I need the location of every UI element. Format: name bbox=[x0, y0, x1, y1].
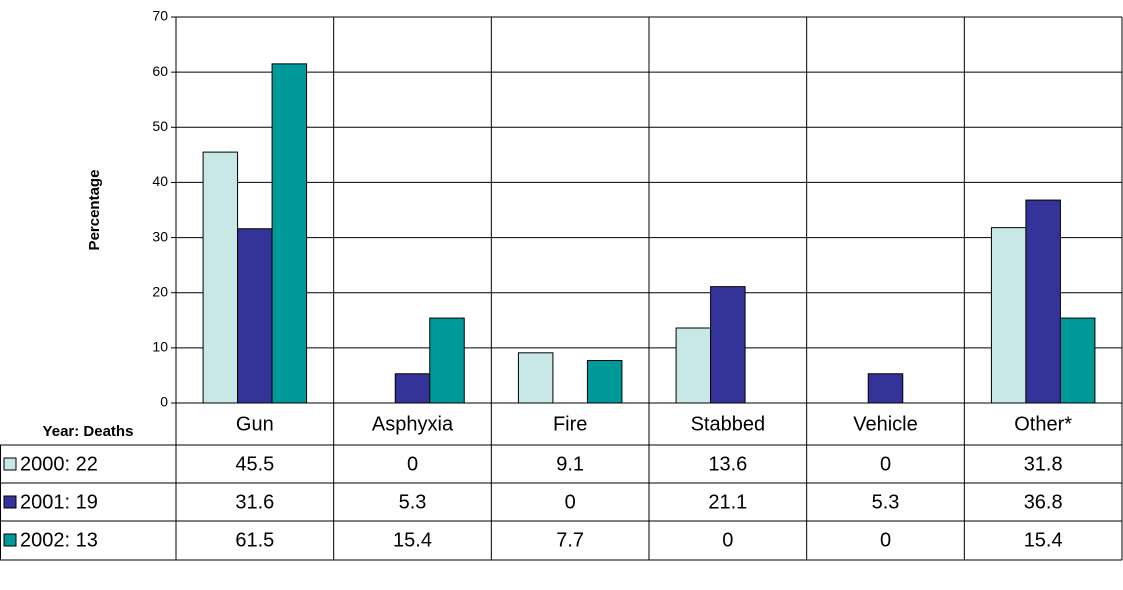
table-cell: 5.3 bbox=[399, 491, 427, 513]
legend-swatch bbox=[3, 457, 17, 471]
bar bbox=[202, 151, 239, 404]
table-cell: 0 bbox=[565, 491, 576, 513]
legend-swatch bbox=[3, 495, 17, 509]
table-cell: 31.6 bbox=[235, 491, 274, 513]
table-cell: 9.1 bbox=[556, 453, 584, 475]
bar bbox=[710, 286, 746, 404]
y-tick-label: 20 bbox=[152, 283, 168, 299]
y-tick-label: 50 bbox=[152, 118, 168, 134]
bar bbox=[1059, 317, 1096, 404]
table-cell: 45.5 bbox=[235, 453, 274, 475]
y-tick-label: 30 bbox=[152, 228, 168, 244]
y-tick-label: 40 bbox=[152, 173, 168, 189]
y-tick-label: 60 bbox=[152, 63, 168, 79]
x-tick-label: Gun bbox=[236, 413, 274, 435]
x-tick-label: Other* bbox=[1014, 413, 1072, 435]
table-header: Year: Deaths bbox=[43, 423, 134, 440]
table-cell: 36.8 bbox=[1024, 491, 1063, 513]
bar bbox=[990, 227, 1027, 404]
y-tick-label: 0 bbox=[160, 394, 168, 410]
x-tick-label: Stabbed bbox=[691, 413, 766, 435]
y-tick-label: 10 bbox=[152, 339, 168, 355]
x-tick-label: Asphyxia bbox=[372, 413, 454, 435]
x-tick-label: Fire bbox=[553, 413, 587, 435]
legend-label: 2000: 22 bbox=[20, 453, 98, 475]
bar bbox=[1025, 199, 1061, 404]
table-cell: 5.3 bbox=[872, 491, 900, 513]
table-cell: 31.8 bbox=[1024, 453, 1063, 475]
legend-swatch bbox=[3, 533, 17, 547]
table-cell: 61.5 bbox=[235, 529, 274, 551]
bar bbox=[394, 373, 431, 404]
table-cell: 0 bbox=[880, 529, 891, 551]
y-tick-label: 70 bbox=[152, 8, 168, 24]
x-tick-label: Vehicle bbox=[853, 413, 918, 435]
table-cell: 0 bbox=[880, 453, 891, 475]
bar bbox=[867, 373, 904, 404]
bar bbox=[517, 352, 554, 404]
table-cell: 0 bbox=[407, 453, 418, 475]
table-cell: 7.7 bbox=[556, 529, 584, 551]
table-cell: 15.4 bbox=[1024, 529, 1063, 551]
bar bbox=[271, 63, 308, 404]
legend-label: 2001: 19 bbox=[20, 491, 98, 513]
table-cell: 0 bbox=[722, 529, 733, 551]
bar bbox=[237, 228, 273, 404]
table-cell: 15.4 bbox=[393, 529, 432, 551]
table-cell: 21.1 bbox=[708, 491, 747, 513]
bar bbox=[586, 360, 623, 404]
legend-label: 2002: 13 bbox=[20, 529, 98, 551]
y-axis-label: Percentage bbox=[86, 170, 103, 251]
bar bbox=[675, 327, 712, 404]
table-cell: 13.6 bbox=[708, 453, 747, 475]
bar bbox=[429, 317, 465, 404]
